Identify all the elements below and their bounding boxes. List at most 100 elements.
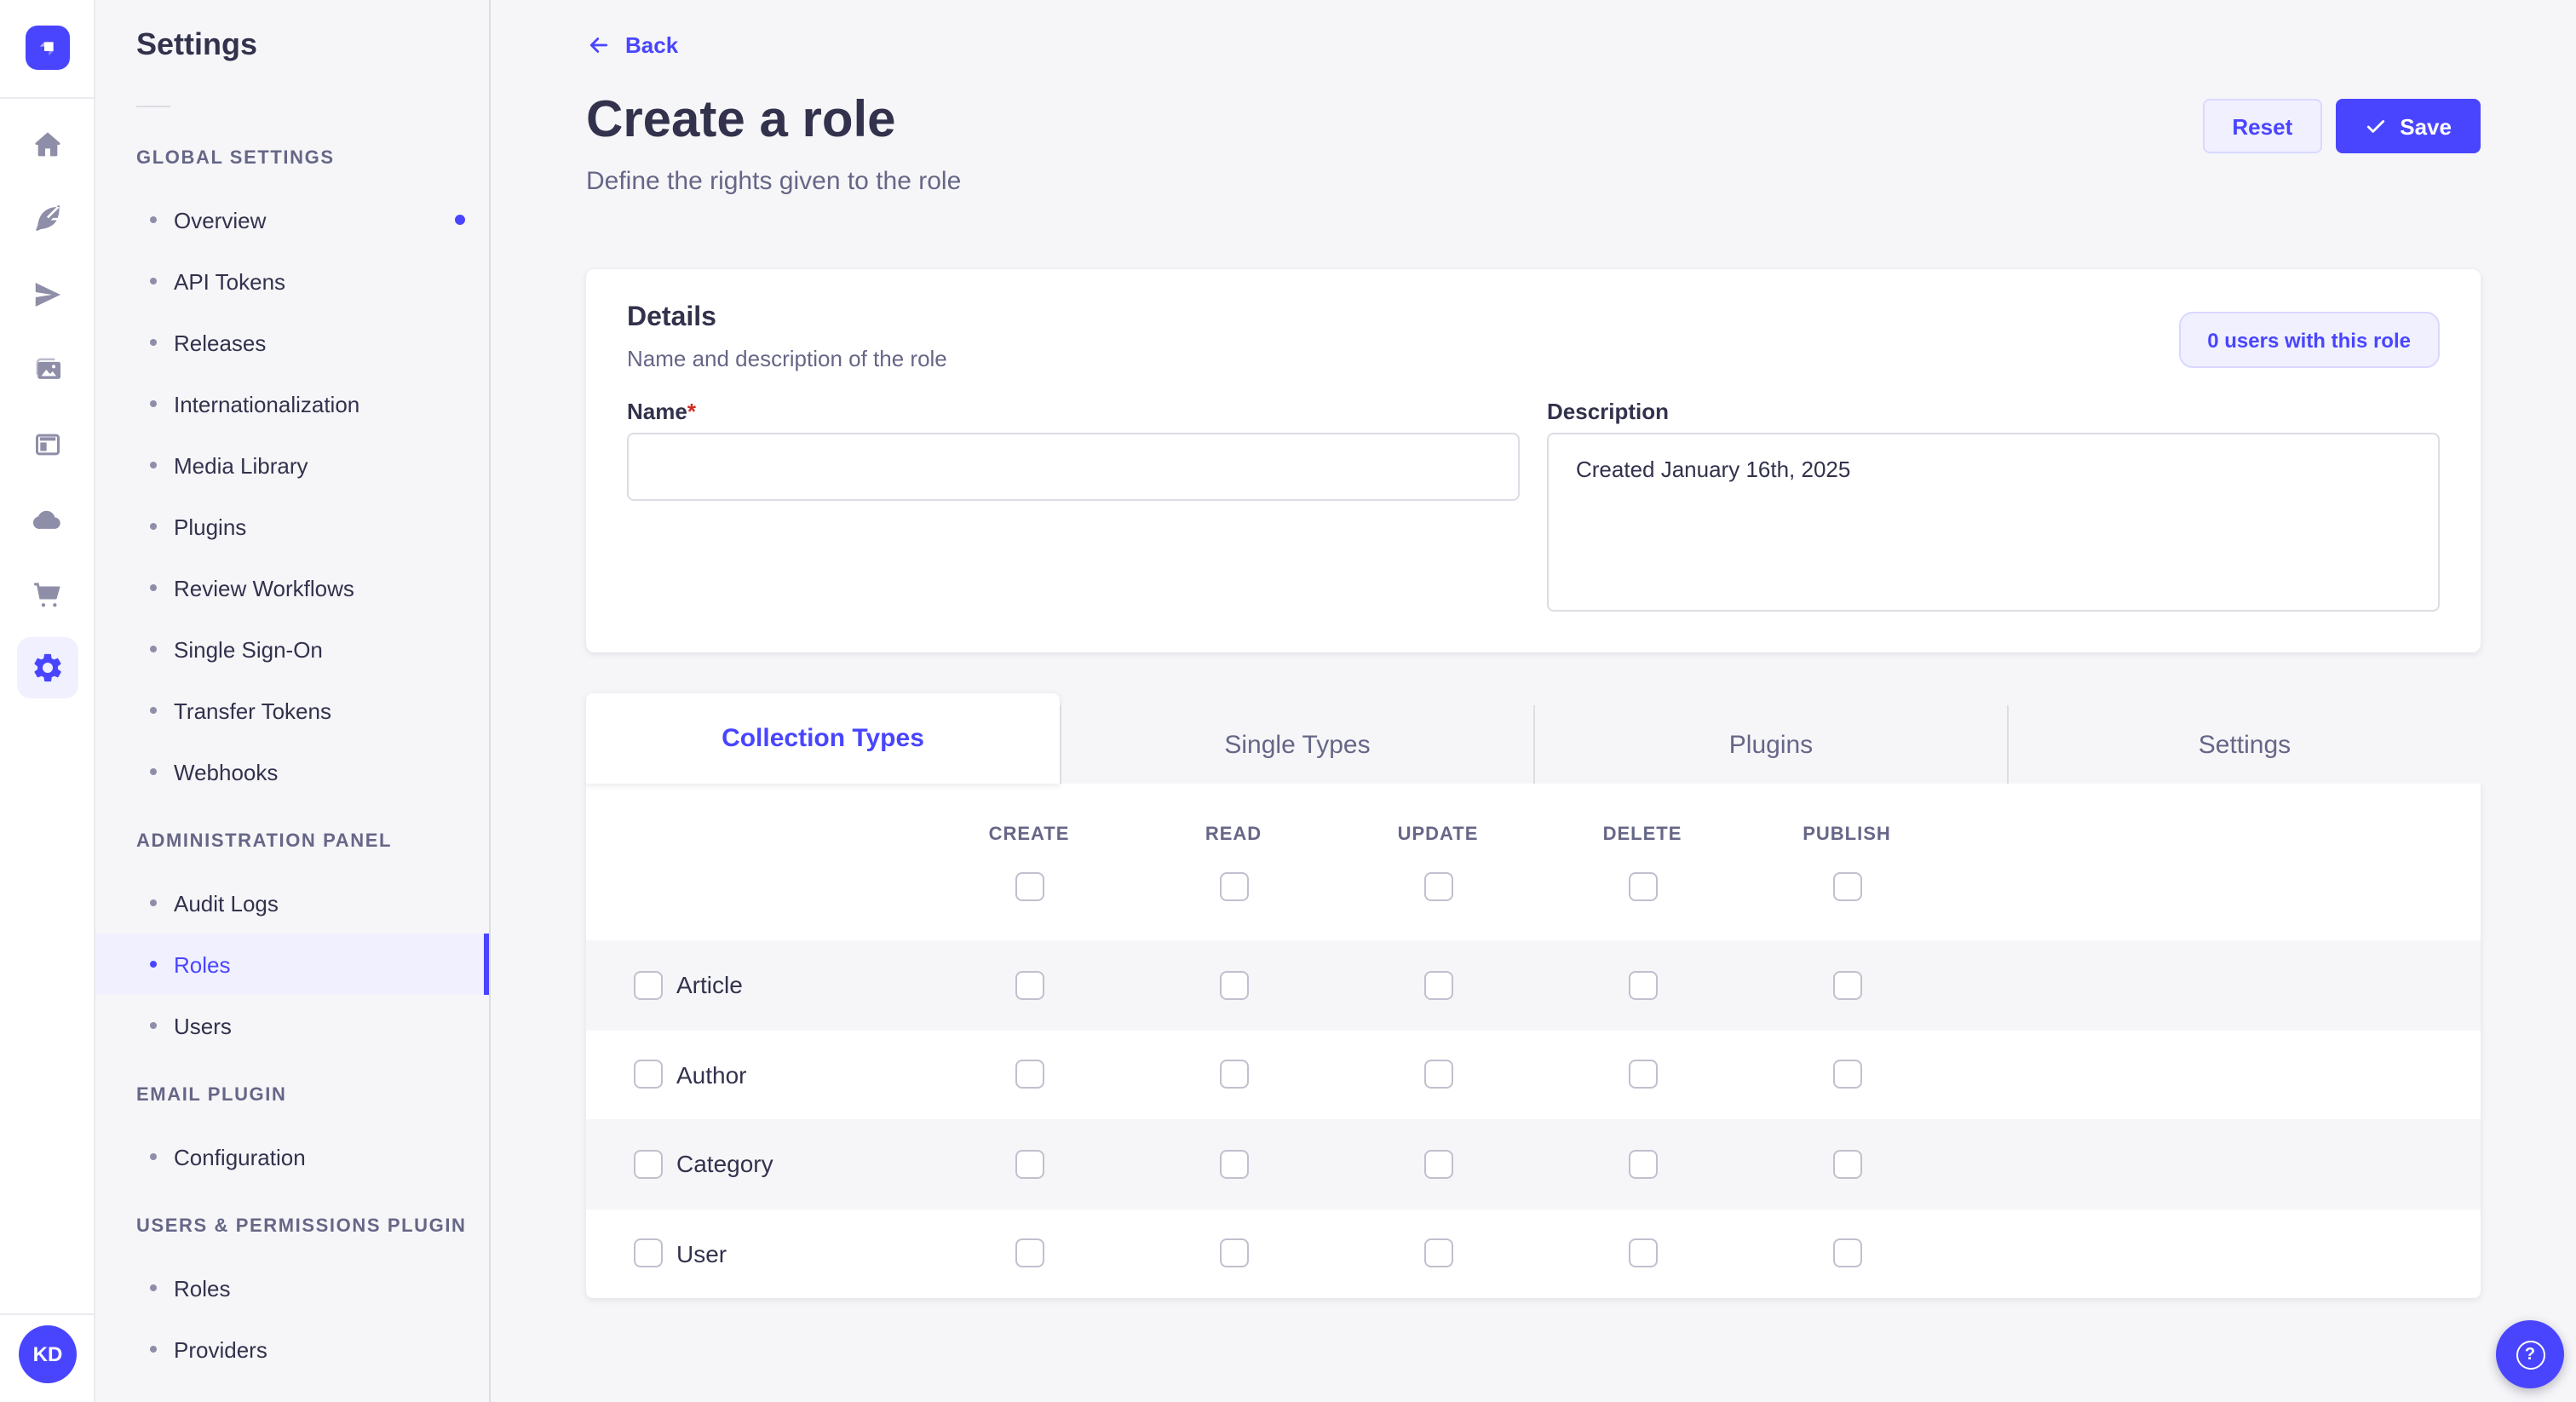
bullet-icon <box>150 646 157 652</box>
sidebar-item-label: Releases <box>174 330 267 355</box>
select-all-update-checkbox[interactable] <box>1423 872 1452 901</box>
permission-checkbox-article-publish[interactable] <box>1832 970 1861 999</box>
sidebar-title: Settings <box>136 27 258 61</box>
sidebar-section: ADMINISTRATION PANEL Audit Logs Roles Users <box>95 831 489 1056</box>
tab-single-types[interactable]: Single Types <box>1224 730 1371 759</box>
permission-checkbox-author-delete[interactable] <box>1628 1060 1657 1089</box>
select-all-create-checkbox[interactable] <box>1015 872 1044 901</box>
permission-checkbox-category-update[interactable] <box>1423 1149 1452 1178</box>
sidebar-item-plugins[interactable]: Plugins <box>95 496 489 557</box>
images-icon[interactable] <box>20 342 75 397</box>
details-title: Details <box>627 303 716 332</box>
sidebar-item-users[interactable]: Users <box>95 995 489 1056</box>
description-textarea[interactable]: Created January 16th, 2025 <box>1547 433 2440 612</box>
sidebar-item-api-tokens[interactable]: API Tokens <box>95 250 489 312</box>
sidebar-item-roles[interactable]: Roles <box>95 1257 489 1319</box>
sidebar-item-releases[interactable]: Releases <box>95 312 489 373</box>
bullet-icon <box>150 961 157 968</box>
select-all-publish-checkbox[interactable] <box>1832 872 1861 901</box>
column-header-publish: PUBLISH <box>1803 825 1891 845</box>
sidebar-item-label: Plugins <box>174 514 247 539</box>
back-link[interactable]: Back <box>586 32 678 58</box>
sidebar-item-overview[interactable]: Overview <box>95 189 489 250</box>
sidebar-item-providers[interactable]: Providers <box>95 1319 489 1380</box>
row-select-category-checkbox[interactable] <box>634 1149 663 1179</box>
row-select-author-checkbox[interactable] <box>634 1060 663 1089</box>
cart-icon[interactable] <box>20 566 75 620</box>
permission-checkbox-user-read[interactable] <box>1219 1238 1248 1267</box>
permission-checkbox-category-read[interactable] <box>1219 1149 1248 1178</box>
main-nav-rail: KD <box>0 0 95 1402</box>
sidebar-item-transfer-tokens[interactable]: Transfer Tokens <box>95 680 489 741</box>
permission-checkbox-author-publish[interactable] <box>1832 1060 1861 1089</box>
cloud-icon[interactable] <box>20 492 75 547</box>
sidebar-item-internationalization[interactable]: Internationalization <box>95 373 489 434</box>
bullet-icon <box>150 1022 157 1029</box>
permission-checkbox-article-update[interactable] <box>1423 970 1452 999</box>
permission-checkbox-category-delete[interactable] <box>1628 1149 1657 1178</box>
permission-checkbox-user-publish[interactable] <box>1832 1238 1861 1267</box>
sidebar-item-media-library[interactable]: Media Library <box>95 434 489 496</box>
permission-checkbox-user-create[interactable] <box>1015 1238 1044 1267</box>
notification-dot <box>455 215 465 225</box>
users-with-role-button[interactable]: 0 users with this role <box>2178 312 2440 368</box>
layout-icon[interactable] <box>20 417 75 472</box>
row-select-user-checkbox[interactable] <box>634 1238 663 1268</box>
strapi-logo[interactable] <box>26 26 70 70</box>
permission-checkbox-user-delete[interactable] <box>1628 1238 1657 1267</box>
permission-checkbox-article-create[interactable] <box>1015 970 1044 999</box>
permission-checkbox-category-create[interactable] <box>1015 1149 1044 1178</box>
tab-bar: Single Types Plugins Settings <box>1060 705 2481 784</box>
gear-icon[interactable] <box>17 637 78 698</box>
bullet-icon <box>150 462 157 468</box>
bullet-icon <box>150 400 157 407</box>
bullet-icon <box>150 523 157 530</box>
select-all-delete-checkbox[interactable] <box>1628 872 1657 901</box>
name-input[interactable] <box>627 433 1520 501</box>
sidebar-item-audit-logs[interactable]: Audit Logs <box>95 872 489 934</box>
avatar[interactable]: KD <box>19 1325 77 1383</box>
sidebar-section: GLOBAL SETTINGS Overview API Tokens Release… <box>95 148 489 802</box>
sidebar-item-label: Single Sign-On <box>174 636 323 662</box>
permission-checkbox-user-update[interactable] <box>1423 1238 1452 1267</box>
page-title: Create a role <box>586 92 896 148</box>
content-type-label: User <box>676 1239 727 1267</box>
bullet-icon <box>150 278 157 284</box>
save-label: Save <box>2400 113 2452 139</box>
rail-bottom-divider <box>0 1313 94 1315</box>
permission-checkbox-article-delete[interactable] <box>1628 970 1657 999</box>
paper-plane-icon[interactable] <box>20 267 75 322</box>
save-button[interactable]: Save <box>2335 99 2481 153</box>
sidebar-item-label: Audit Logs <box>174 890 279 916</box>
bullet-icon <box>150 1284 157 1291</box>
permission-row-article: Article <box>586 940 2481 1030</box>
check-icon <box>2366 119 2384 132</box>
column-header-update: UPDATE <box>1397 825 1479 845</box>
bullet-icon <box>150 899 157 906</box>
permission-checkbox-author-read[interactable] <box>1219 1060 1248 1089</box>
column-header-read: READ <box>1205 825 1262 845</box>
row-select-article-checkbox[interactable] <box>634 970 663 1000</box>
home-icon[interactable] <box>20 118 75 172</box>
sidebar-item-roles[interactable]: Roles <box>95 934 489 995</box>
sidebar-item-label: Users <box>174 1013 232 1038</box>
reset-button[interactable]: Reset <box>2203 99 2322 153</box>
sidebar-item-review-workflows[interactable]: Review Workflows <box>95 557 489 618</box>
feather-icon[interactable] <box>20 192 75 247</box>
tab-collection-types[interactable]: Collection Types <box>586 693 1060 784</box>
sidebar-item-single-sign-on[interactable]: Single Sign-On <box>95 618 489 680</box>
sidebar-item-label: Roles <box>174 951 231 977</box>
permission-checkbox-author-create[interactable] <box>1015 1060 1044 1089</box>
sidebar-item-webhooks[interactable]: Webhooks <box>95 741 489 802</box>
sidebar-item-label: Providers <box>174 1336 267 1362</box>
permission-checkbox-category-publish[interactable] <box>1832 1149 1861 1178</box>
permission-checkbox-author-update[interactable] <box>1423 1060 1452 1089</box>
permission-checkbox-article-read[interactable] <box>1219 970 1248 999</box>
sidebar-item-configuration[interactable]: Configuration <box>95 1126 489 1187</box>
bullet-icon <box>150 216 157 223</box>
tab-settings[interactable]: Settings <box>2007 705 2481 784</box>
tab-plugins[interactable]: Plugins <box>1533 705 2007 784</box>
help-button[interactable]: ? <box>2496 1320 2564 1388</box>
select-all-read-checkbox[interactable] <box>1219 872 1248 901</box>
